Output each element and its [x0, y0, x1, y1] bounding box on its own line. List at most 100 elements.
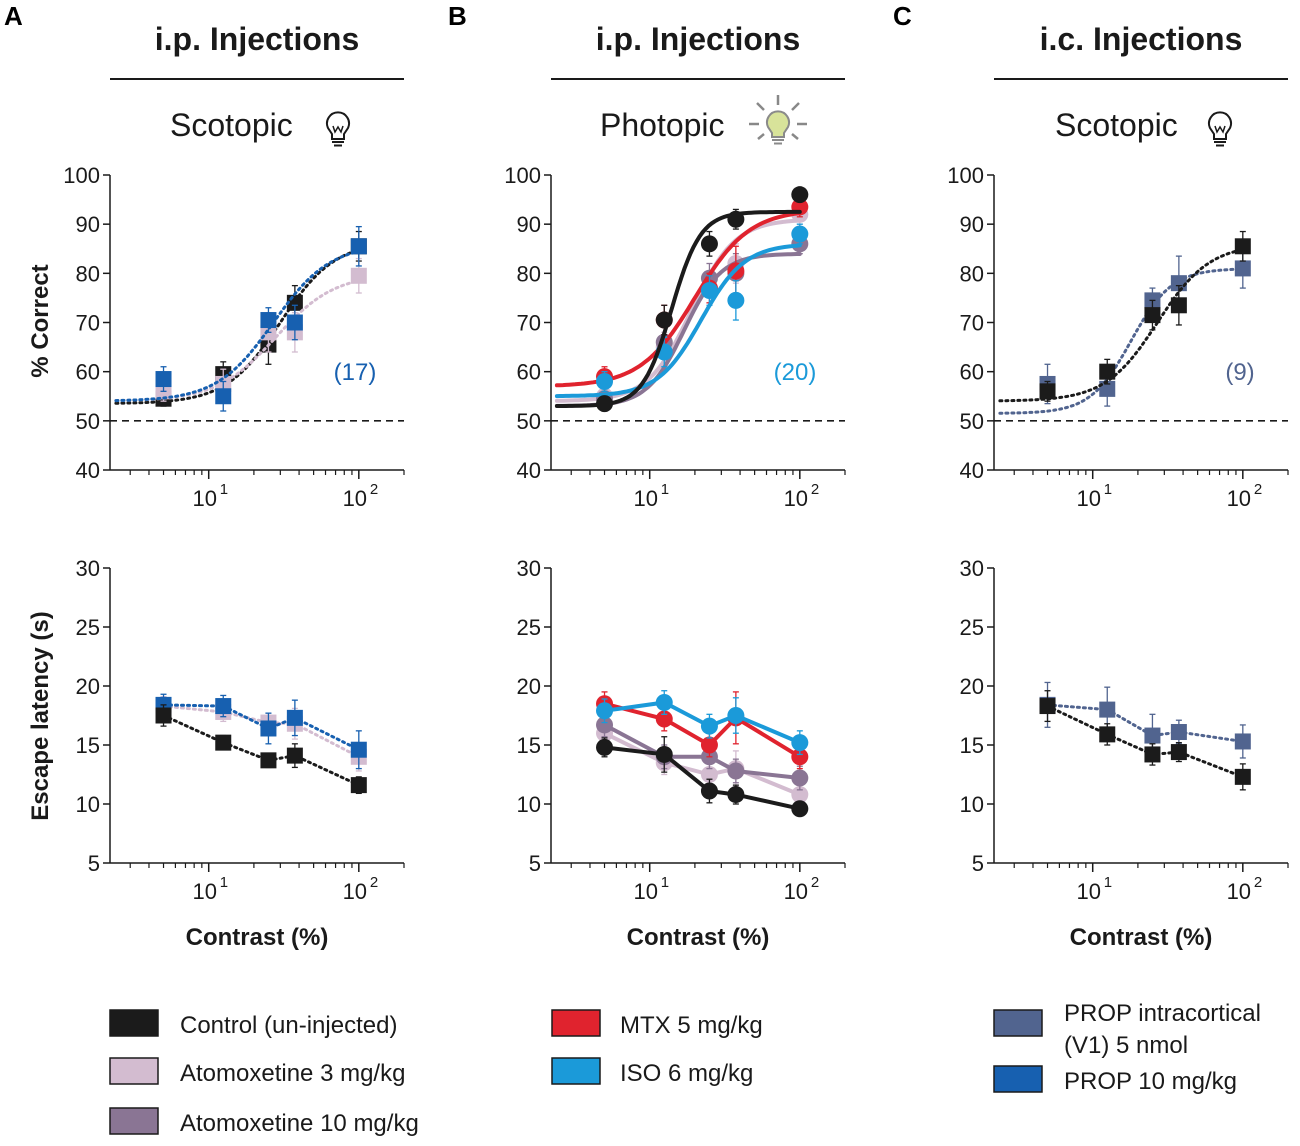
y-tick-label: 40 — [517, 458, 541, 483]
y-tick-label: 30 — [517, 556, 541, 581]
y-tick-label: 80 — [517, 261, 541, 286]
y-tick-label: 70 — [517, 311, 541, 336]
data-point — [350, 267, 367, 284]
y-tick-label: 25 — [960, 615, 984, 640]
x-tick-label: 10 — [1227, 486, 1251, 511]
data-point — [1099, 701, 1116, 718]
fit-curve — [998, 267, 1245, 415]
data-point — [727, 291, 745, 309]
y-tick-label: 70 — [76, 311, 100, 336]
legend-item-mtx: MTX 5 mg/kg — [551, 1009, 763, 1039]
data-point — [791, 769, 809, 787]
x-tick-label: 10 — [784, 879, 808, 904]
legend-swatch-atomoxetine-3 — [109, 1057, 159, 1085]
panel-b-condition: Photopic — [600, 107, 725, 143]
x-tick-exponent: 1 — [661, 874, 669, 891]
x-tick-label: 10 — [192, 486, 216, 511]
y-tick-label: 100 — [947, 163, 984, 188]
y-tick-label: 90 — [517, 212, 541, 237]
data-point — [260, 312, 277, 329]
x-tick-label: 10 — [1227, 879, 1251, 904]
x-axis-label-b: Contrast (%) — [627, 924, 770, 951]
legend-label-prop-intracortical-line2: (V1) 5 nmol — [1064, 1032, 1188, 1059]
y-tick-label: 15 — [960, 733, 984, 758]
x-axis-label-a: Contrast (%) — [186, 924, 329, 951]
x-tick-label: 10 — [633, 879, 657, 904]
series-control — [998, 230, 1251, 403]
data-point — [350, 741, 367, 758]
fit-curve — [554, 218, 802, 403]
panel-letter-b: B — [448, 1, 467, 31]
y-tick-label: 100 — [63, 163, 100, 188]
x-tick-exponent: 1 — [220, 874, 228, 891]
x-tick-label: 10 — [633, 486, 657, 511]
y-tick-label: 15 — [517, 733, 541, 758]
legend-swatch-prop-intracortical — [993, 1009, 1043, 1037]
y-axis-label-latency: Escape latency (s) — [27, 611, 54, 820]
y-tick-label: 50 — [960, 409, 984, 434]
y-tick-label: 15 — [76, 733, 100, 758]
data-point — [700, 235, 718, 253]
x-tick-exponent: 2 — [811, 874, 819, 891]
y-tick-label: 60 — [960, 360, 984, 385]
data-point — [1039, 383, 1056, 400]
y-tick-label: 40 — [960, 458, 984, 483]
series-control — [596, 736, 809, 818]
legend-label-iso: ISO 6 mg/kg — [620, 1060, 753, 1087]
n-label-b: (20) — [774, 359, 817, 386]
legend-swatch-atomoxetine-10 — [109, 1107, 159, 1135]
data-point — [1170, 744, 1187, 761]
series-control — [155, 704, 367, 795]
data-point — [215, 734, 232, 751]
legend-label-prop-10: PROP 10 mg/kg — [1064, 1068, 1237, 1095]
y-tick-label: 20 — [76, 674, 100, 699]
x-tick-exponent: 1 — [1104, 874, 1112, 891]
n-label-a: (17) — [334, 359, 377, 386]
y-tick-label: 25 — [517, 615, 541, 640]
fit-curve — [554, 243, 802, 399]
series-prop_ic — [998, 248, 1251, 415]
data-point — [727, 762, 745, 780]
data-point — [655, 745, 673, 763]
legend-item-atomoxetine-3: Atomoxetine 3 mg/kg — [109, 1057, 405, 1087]
series-atomox3 — [114, 257, 367, 403]
fit-curve — [114, 249, 361, 403]
panel-letter-c: C — [893, 1, 912, 31]
legend: Control (un-injected) Atomoxetine 3 mg/k… — [109, 1000, 1261, 1137]
y-axis-label-correct: % Correct — [27, 264, 54, 377]
y-tick-label: 50 — [517, 409, 541, 434]
series-prop10 — [155, 693, 367, 770]
data-point — [655, 710, 673, 728]
y-tick-label: 10 — [960, 792, 984, 817]
x-tick-exponent: 1 — [661, 481, 669, 498]
data-point — [700, 717, 718, 735]
data-point — [1234, 768, 1251, 785]
fit-curve — [114, 279, 361, 403]
y-tick-label: 5 — [529, 851, 541, 876]
x-tick-exponent: 2 — [1254, 874, 1262, 891]
y-tick-label: 5 — [972, 851, 984, 876]
y-tick-label: 90 — [76, 212, 100, 237]
legend-item-iso: ISO 6 mg/kg — [551, 1057, 753, 1087]
data-point — [215, 388, 232, 405]
y-tick-label: 80 — [960, 261, 984, 286]
fit-curve — [554, 209, 802, 408]
data-point — [1099, 363, 1116, 380]
series-iso — [554, 223, 809, 399]
legend-item-atomoxetine-10: Atomoxetine 10 mg/kg — [109, 1107, 419, 1137]
y-tick-label: 60 — [76, 360, 100, 385]
y-tick-label: 10 — [517, 792, 541, 817]
series-atomox3 — [554, 203, 809, 407]
legend-label-atomoxetine-10: Atomoxetine 10 mg/kg — [180, 1110, 419, 1137]
data-point — [791, 225, 809, 243]
x-tick-label: 10 — [343, 486, 367, 511]
data-point — [1234, 260, 1251, 277]
data-point — [700, 736, 718, 754]
